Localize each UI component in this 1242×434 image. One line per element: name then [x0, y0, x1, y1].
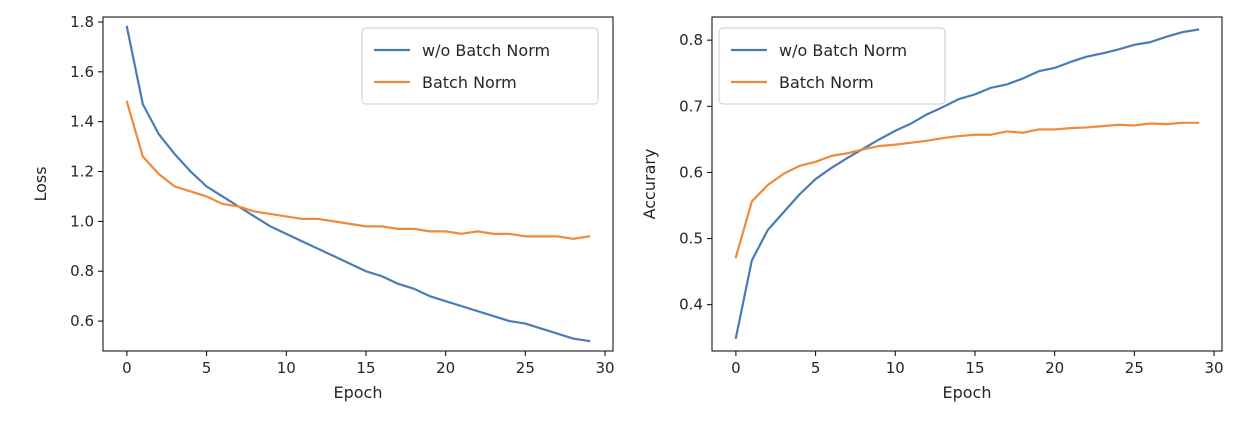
x-tick-label: 0 [731, 359, 741, 377]
y-tick-label: 1.6 [70, 63, 94, 81]
series-line-1 [734, 28, 1200, 340]
y-tick-label: 0.5 [679, 230, 703, 248]
x-tick-label: 30 [595, 359, 614, 377]
legend-label-2: Batch Norm [422, 73, 517, 92]
legend-label-1: w/o Batch Norm [779, 41, 907, 60]
x-tick-label: 30 [1204, 359, 1223, 377]
chart-panel-1: 0 5 10 15 20 25 30 0.6 0.8 1.0 1.2 1.4 1.6 1.8 Epoch Lo… [31, 13, 615, 402]
y-axis-label: Loss [31, 166, 50, 201]
x-tick-label: 20 [1045, 359, 1064, 377]
y-tick-label: 0.7 [679, 97, 703, 115]
legend: w/o Batch Norm Batch Norm [718, 27, 946, 105]
y-tick-label: 0.8 [679, 31, 703, 49]
y-tick-label: 0.4 [679, 296, 703, 314]
legend-box [718, 27, 946, 105]
plot-frame [102, 16, 614, 352]
y-tick-label: 0.8 [70, 262, 94, 280]
y-tick-label: 0.6 [70, 312, 94, 330]
series-line-2 [734, 121, 1200, 259]
legend-box [361, 27, 599, 105]
x-axis-label: Epoch [943, 383, 992, 402]
legend: w/o Batch Norm Batch Norm [361, 27, 599, 105]
x-tick-label: 15 [356, 359, 375, 377]
x-tick-label: 25 [1125, 359, 1144, 377]
y-tick-label: 1.8 [70, 13, 94, 31]
x-tick-label: 25 [516, 359, 535, 377]
legend-label-1: w/o Batch Norm [422, 41, 550, 60]
series-line-1 [125, 25, 591, 343]
x-tick-label: 5 [202, 359, 212, 377]
x-tick-label: 0 [122, 359, 132, 377]
x-tick-label: 10 [277, 359, 296, 377]
y-axis-label: Accurary [640, 149, 659, 220]
y-tick-label: 1.2 [70, 163, 94, 181]
x-tick-label: 20 [436, 359, 455, 377]
y-tick-label: 0.6 [679, 163, 703, 181]
y-tick-label: 1.0 [70, 212, 94, 230]
x-tick-label: 15 [965, 359, 984, 377]
x-tick-label: 10 [886, 359, 905, 377]
y-tick-label: 1.4 [70, 113, 94, 131]
chart-panel-2: 0 5 10 15 20 25 30 0.4 0.5 0.6 0.7 0.8 Epoch Accurary… [640, 16, 1224, 402]
x-axis-label: Epoch [334, 383, 383, 402]
series-line-2 [125, 100, 591, 240]
plot-frame [711, 16, 1223, 352]
x-tick-label: 5 [811, 359, 821, 377]
legend-label-2: Batch Norm [779, 73, 874, 92]
